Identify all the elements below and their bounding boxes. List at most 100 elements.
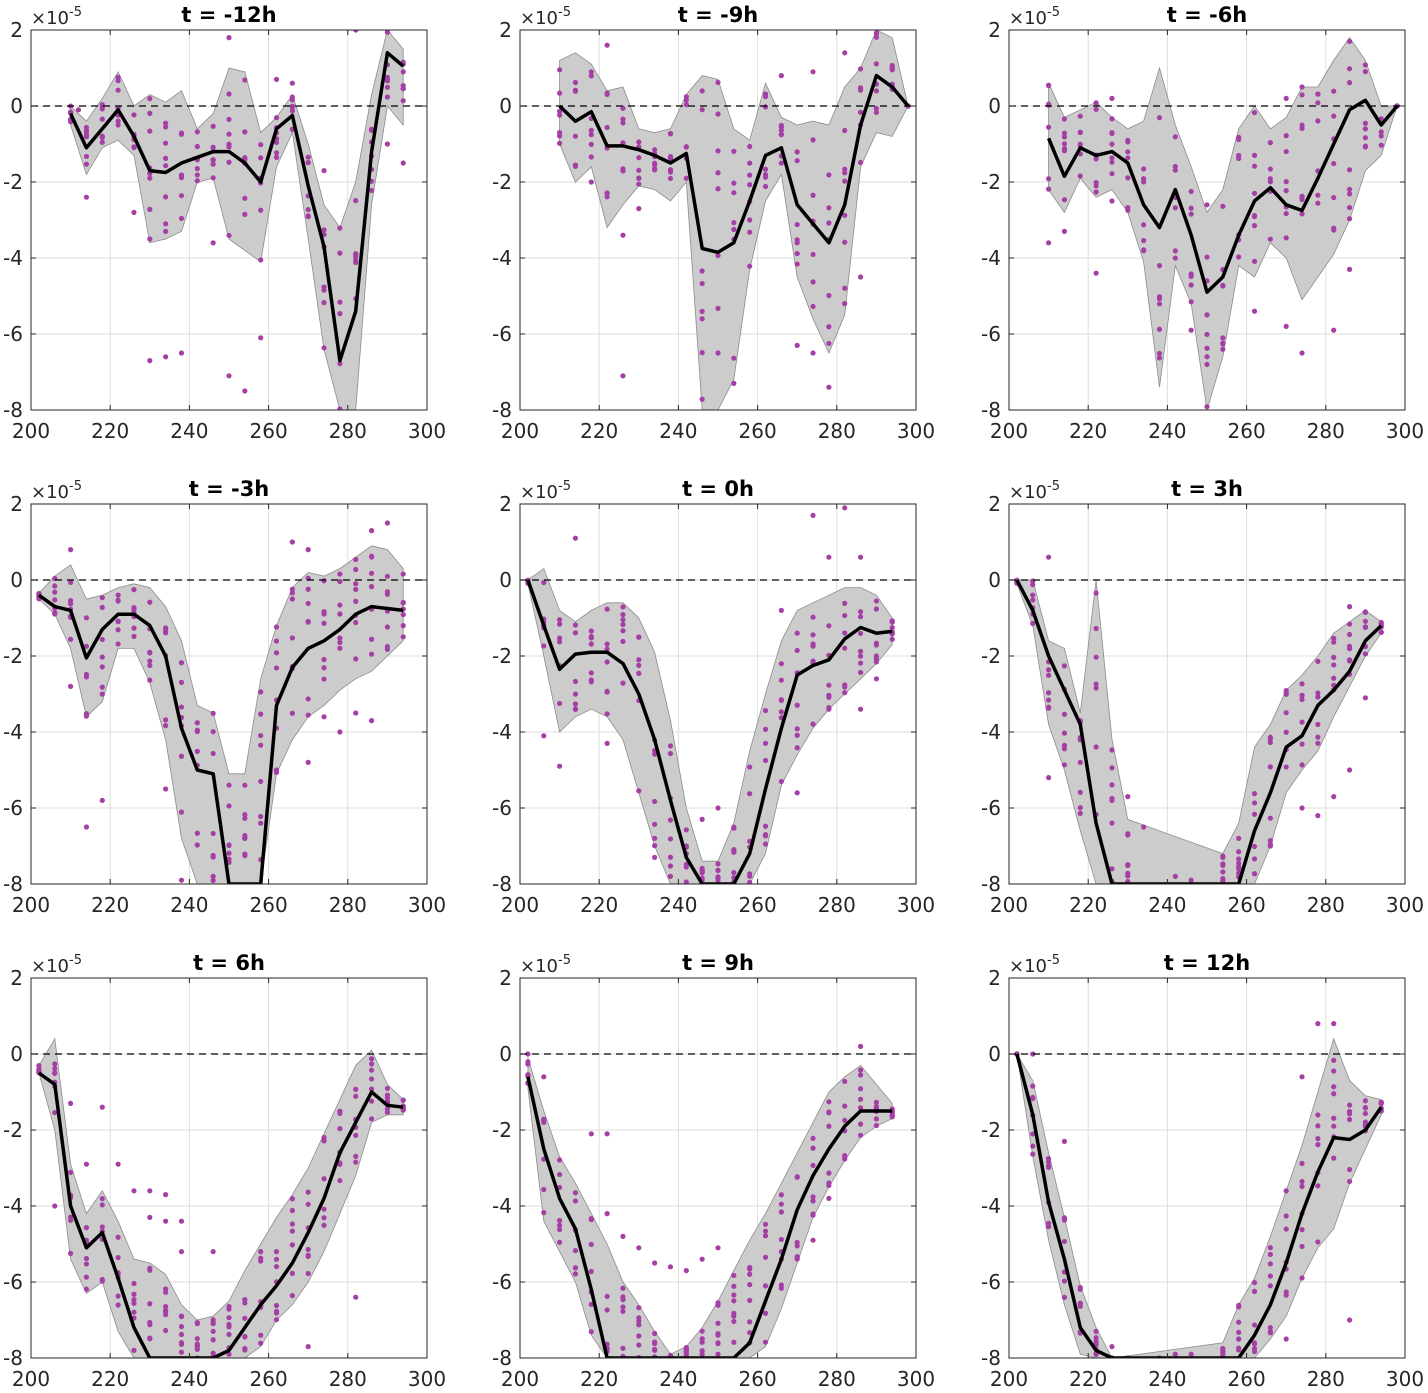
ensemble-point: [1236, 849, 1242, 855]
ensemble-point: [715, 861, 721, 867]
ensemble-point: [1030, 1131, 1036, 1137]
ensemble-point: [857, 648, 864, 654]
ensemble-point: [273, 154, 280, 160]
ensemble-point: [52, 1070, 58, 1077]
ensemble-point: [1362, 120, 1368, 126]
ensemble-point: [842, 239, 848, 245]
median-line: [37, 1071, 404, 1358]
ensemble-point: [588, 1268, 594, 1275]
ensemble-point: [337, 225, 343, 231]
ensemble-point: [1093, 590, 1099, 596]
ensemble-point: [210, 123, 216, 129]
ensemble-point: [557, 1226, 563, 1233]
ensemble-point: [131, 1291, 137, 1297]
ensemble-point: [1251, 1341, 1258, 1347]
ensemble-point: [588, 1329, 594, 1335]
ensemble-point: [289, 94, 295, 100]
ensemble-point: [1331, 1068, 1337, 1074]
ensemble-point: [321, 714, 327, 720]
x-tick-label: 260: [250, 893, 288, 917]
ensemble-point: [1093, 180, 1099, 186]
plot-content: [520, 30, 916, 410]
ensemble-point: [588, 127, 594, 133]
x-tick-label: 260: [1228, 893, 1266, 917]
ensemble-point: [873, 109, 880, 116]
ensemble-point: [778, 697, 784, 703]
ensemble-point: [826, 1182, 832, 1189]
ensemble-point: [1077, 789, 1083, 795]
ensemble-point: [1267, 1261, 1273, 1267]
ensemble-point: [289, 1242, 295, 1248]
ensemble-point: [163, 228, 169, 234]
ensemble-point: [83, 1225, 90, 1231]
ensemble-point: [242, 853, 248, 859]
ensemble-point: [636, 670, 642, 676]
y-tick-label: 0: [988, 568, 1001, 592]
ensemble-point: [636, 1342, 642, 1348]
ensemble-point: [131, 1347, 137, 1353]
ensemble-point: [747, 1297, 753, 1304]
ensemble-point: [226, 1315, 232, 1321]
ensemble-point: [194, 1344, 200, 1350]
ensemble-point: [83, 643, 90, 649]
x-tick-label: 220: [1069, 419, 1107, 443]
ensemble-point: [1346, 1178, 1353, 1185]
ensemble-point: [384, 573, 390, 579]
ensemble-point: [242, 1315, 248, 1321]
ensemble-point: [778, 160, 784, 166]
ensemble-point: [1299, 805, 1305, 811]
plot-content: [31, 30, 427, 410]
ensemble-point: [1156, 115, 1163, 121]
ensemble-point: [762, 740, 769, 746]
ensemble-point: [305, 1189, 311, 1195]
ensemble-point: [652, 843, 658, 849]
ensemble-point: [620, 1308, 626, 1315]
ensemble-point: [778, 607, 784, 614]
ensemble-point: [353, 619, 359, 626]
ensemble-point: [147, 650, 153, 656]
ensemble-point: [99, 134, 105, 141]
ensemble-point: [147, 677, 153, 683]
ensemble-point: [83, 1261, 90, 1267]
x-tick-label: 220: [91, 893, 129, 917]
plot-content: [520, 1043, 916, 1358]
ensemble-point: [1331, 675, 1337, 681]
ensemble-point: [794, 1243, 800, 1249]
ensemble-point: [699, 1336, 705, 1342]
x-tick-label: 200: [990, 419, 1028, 443]
ensemble-point: [794, 221, 800, 228]
ensemble-point: [667, 154, 674, 160]
y-tick-label: 0: [10, 1042, 23, 1066]
y-tick-label: -6: [492, 796, 512, 820]
ensemble-point: [889, 62, 895, 69]
ensemble-point: [1172, 134, 1178, 140]
ensemble-point: [1109, 747, 1115, 753]
ensemble-point: [747, 873, 753, 879]
ensemble-point: [1172, 163, 1178, 170]
ensemble-point: [1346, 621, 1353, 627]
ensemble-point: [258, 257, 264, 263]
ensemble-point: [353, 656, 359, 662]
ensemble-point: [258, 742, 264, 748]
ensemble-point: [715, 1302, 721, 1308]
ensemble-point: [1315, 734, 1321, 740]
ensemble-point: [1077, 173, 1083, 179]
ensemble-point: [731, 226, 737, 233]
plot-content: [520, 505, 916, 884]
ensemble-point: [1267, 1329, 1273, 1335]
ensemble-point: [1109, 155, 1115, 161]
ensemble-point: [1109, 782, 1115, 788]
ensemble-point: [1141, 179, 1147, 185]
ensemble-point: [731, 190, 737, 196]
ensemble-point: [588, 628, 594, 634]
ensemble-point: [762, 1221, 769, 1227]
ensemble-point: [163, 717, 169, 723]
ensemble-point: [1093, 106, 1099, 112]
ensemble-point: [163, 163, 169, 169]
ensemble-point: [1331, 635, 1337, 641]
x-tick-label: 280: [1307, 893, 1345, 917]
ensemble-point: [588, 73, 594, 79]
ensemble-point: [1283, 710, 1289, 716]
ensemble-point: [1156, 294, 1163, 300]
ensemble-point: [1362, 651, 1368, 657]
